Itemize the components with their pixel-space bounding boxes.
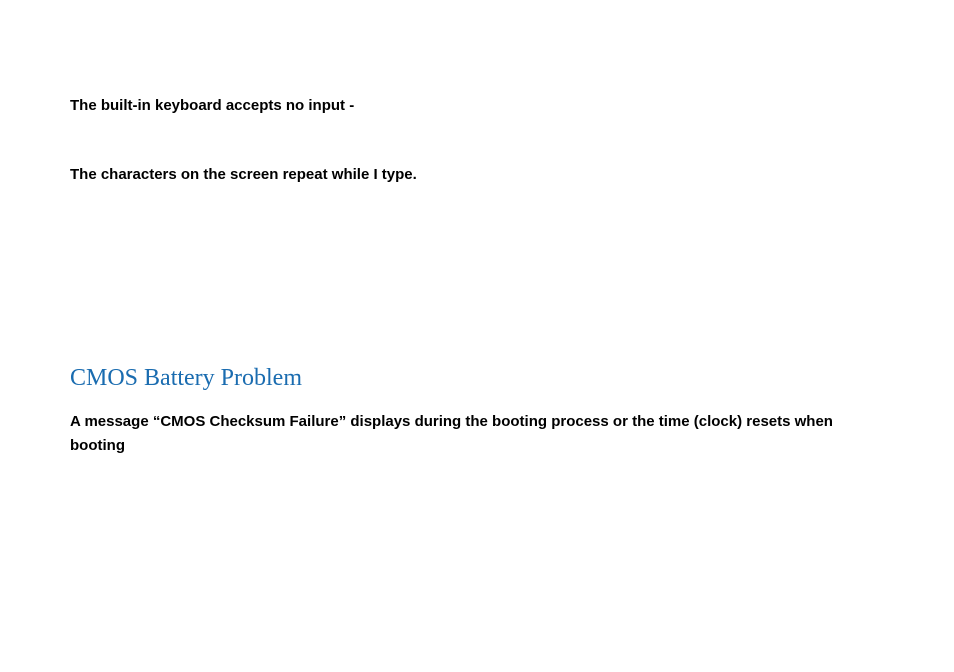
problem-statement-2: The characters on the screen repeat whil… xyxy=(70,164,884,185)
section-body-cmos: A message “CMOS Checksum Failure” displa… xyxy=(70,410,884,458)
problem-statement-1: The built-in keyboard accepts no input - xyxy=(70,95,884,116)
section-heading-cmos: CMOS Battery Problem xyxy=(70,365,884,392)
